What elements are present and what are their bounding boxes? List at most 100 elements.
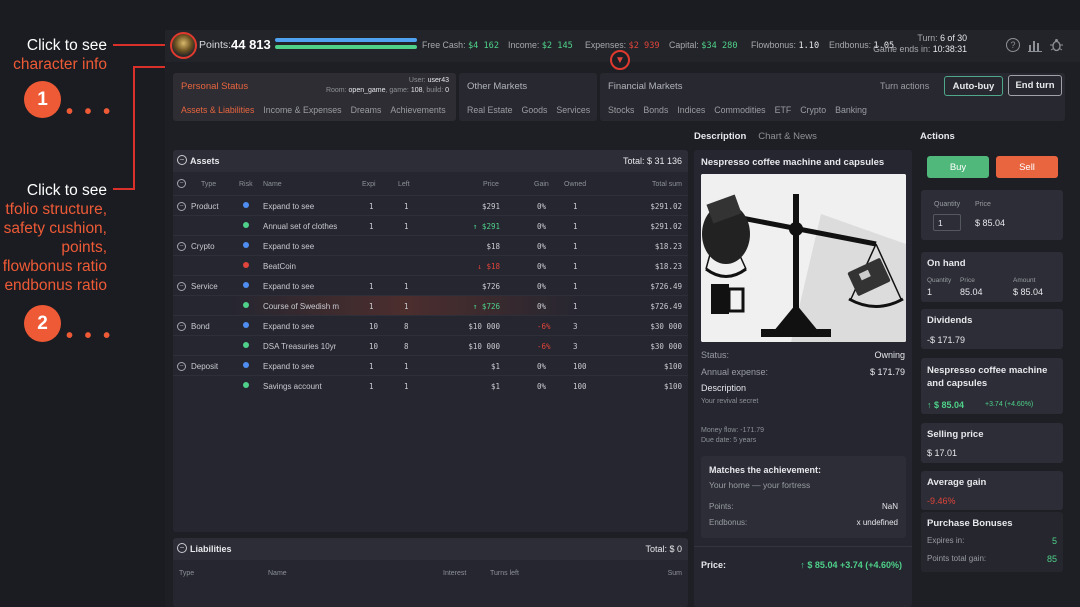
personal-status-title[interactable]: Personal Status [181, 81, 249, 92]
other-markets-section: Other Markets Real Estate Goods Services [459, 73, 597, 121]
cell-name[interactable]: Expand to see [263, 362, 315, 371]
table-row[interactable]: − Deposit Expand to see 1 1 $1 0% 100 $100 [173, 355, 688, 375]
col-turns-left[interactable]: Turns left [490, 570, 519, 577]
tab-commodities[interactable]: Commodities [714, 105, 766, 115]
average-gain-value: -9.46% [927, 496, 956, 506]
tab-indices[interactable]: Indices [677, 105, 706, 115]
tab-etf[interactable]: ETF [774, 105, 792, 115]
help-icon[interactable]: ? [1006, 38, 1020, 52]
table-row[interactable]: − Product Expand to see 1 1 $291 0% 1 $291.02 [173, 195, 688, 215]
tab-description[interactable]: Description [694, 131, 747, 142]
quantity-input[interactable]: 1 [933, 214, 961, 231]
financial-markets-title[interactable]: Financial Markets [608, 81, 683, 92]
table-row[interactable]: BeatCoin ↓ $18 0% 1 $18.23 [173, 255, 688, 275]
cell-name[interactable]: Expand to see [263, 242, 315, 251]
description-panel: Nespresso coffee machine and capsules [694, 150, 912, 607]
col-interest[interactable]: Interest [443, 570, 467, 577]
buy-button[interactable]: Buy [927, 156, 989, 178]
quantity-label: Quantity [934, 201, 961, 208]
endbonus-stat: Endbonus: 1.05 [829, 40, 895, 51]
tab-dreams[interactable]: Dreams [350, 105, 382, 115]
tab-assets-liabilities[interactable]: Assets & Liabilities [181, 105, 255, 115]
tab-goods[interactable]: Goods [521, 105, 548, 115]
col-price[interactable]: Price [483, 181, 499, 188]
cell-price: $18 [486, 242, 500, 251]
col-expi[interactable]: Expi [362, 181, 376, 188]
status-value: Owning [874, 350, 905, 360]
other-markets-tabs: Real Estate Goods Services [467, 105, 590, 115]
tab-crypto[interactable]: Crypto [800, 105, 827, 115]
cell-type: Crypto [191, 242, 215, 251]
tab-services[interactable]: Services [556, 105, 591, 115]
description-text: Your revival secret [701, 398, 759, 405]
table-row[interactable]: DSA Treasuries 10yr 10 8 $10 000 -6% 3 $30 000 [173, 335, 688, 355]
purchase-bonuses-title: Purchase Bonuses [927, 518, 1013, 529]
table-row[interactable]: Savings account 1 1 $1 0% 100 $100 [173, 375, 688, 395]
money-flow: Money flow: -171.79 [701, 427, 765, 434]
col-risk[interactable]: Risk [239, 181, 253, 188]
cell-total: $18.23 [654, 242, 682, 251]
character-avatar[interactable] [170, 32, 197, 59]
tab-banking[interactable]: Banking [835, 105, 867, 115]
cell-price: ↓ $18 [477, 262, 500, 271]
table-row[interactable]: Annual set of clothes 1 1 ↑ $291 0% 1 $291.02 [173, 215, 688, 235]
collapse-all-icon[interactable]: − [177, 179, 186, 188]
col-type[interactable]: Type [201, 181, 217, 188]
cell-name[interactable]: Savings account [263, 382, 322, 391]
tab-stocks[interactable]: Stocks [608, 105, 635, 115]
cell-name[interactable]: Expand to see [263, 202, 315, 211]
bug-report-icon[interactable] [1048, 37, 1064, 53]
cell-name[interactable]: BeatCoin [263, 262, 296, 271]
tab-income-expenses[interactable]: Income & Expenses [263, 105, 342, 115]
order-price: $ 85.04 [975, 218, 1006, 228]
sell-button[interactable]: Sell [996, 156, 1058, 178]
assets-title: Assets [190, 156, 220, 166]
table-row[interactable]: − Bond Expand to see 10 8 $10 000 -6% 3 $30 000 [173, 315, 688, 335]
collapse-icon[interactable]: − [177, 543, 187, 553]
auto-buy-button[interactable]: Auto-buy [944, 76, 1003, 96]
cell-owned: 1 [573, 242, 578, 251]
cell-type: Product [191, 202, 219, 211]
stats-chart-icon[interactable] [1027, 37, 1043, 53]
col-type[interactable]: Type [179, 570, 195, 577]
table-row[interactable]: − Service Expand to see 1 1 $726 0% 1 $726.49 [173, 275, 688, 295]
col-total-sum[interactable]: Total sum [652, 181, 682, 188]
col-sum[interactable]: Sum [667, 570, 682, 577]
user-info: User: user43 Room: open_game, game: 108,… [325, 77, 449, 94]
table-row[interactable]: Course of Swedish m 1 1 ↑ $726 0% 1 $726.49 [173, 295, 688, 315]
dividends-title: Dividends [927, 315, 973, 326]
other-markets-title[interactable]: Other Markets [467, 81, 528, 92]
assets-header[interactable]: − Assets Total: $ 31 136 [173, 150, 688, 172]
liabilities-title: Liabilities [190, 544, 232, 554]
tab-real-estate[interactable]: Real Estate [467, 105, 513, 115]
expand-icon[interactable]: − [177, 282, 186, 291]
cell-name[interactable]: Course of Swedish m [263, 302, 340, 311]
tab-achievements[interactable]: Achievements [390, 105, 446, 115]
annotation-2-text: Click to see tfolio structure, safety cu… [2, 182, 107, 294]
expand-icon[interactable]: − [177, 322, 186, 331]
cell-name[interactable]: Expand to see [263, 282, 315, 291]
collapse-icon[interactable]: − [177, 155, 187, 165]
expand-icon[interactable]: − [177, 202, 186, 211]
expand-icon[interactable]: − [177, 242, 186, 251]
cell-name[interactable]: Annual set of clothes [263, 222, 338, 231]
on-hand-amount-label: Amount [1013, 277, 1036, 284]
col-name[interactable]: Name [263, 181, 282, 188]
tab-bonds[interactable]: Bonds [643, 105, 669, 115]
col-owned[interactable]: Owned [564, 181, 587, 188]
on-hand-qty: 1 [927, 287, 933, 297]
cell-name[interactable]: Expand to see [263, 322, 315, 331]
tab-chart-news[interactable]: Chart & News [758, 131, 817, 142]
col-left[interactable]: Left [398, 181, 410, 188]
expand-arrow-down-icon[interactable]: ▼ [610, 50, 630, 70]
cell-owned: 3 [573, 342, 578, 351]
cell-gain: -6% [537, 322, 551, 331]
cell-name[interactable]: DSA Treasuries 10yr [263, 342, 337, 351]
col-name[interactable]: Name [268, 570, 287, 577]
liabilities-header[interactable]: − Liabilities Total: $ 0 [173, 538, 688, 560]
item-price-box: Nespresso coffee machine and capsules ↑ … [921, 358, 1063, 414]
table-row[interactable]: − Crypto Expand to see $18 0% 1 $18.23 [173, 235, 688, 255]
expand-icon[interactable]: − [177, 362, 186, 371]
col-gain[interactable]: Gain [534, 181, 549, 188]
end-turn-button[interactable]: End turn [1008, 75, 1062, 96]
